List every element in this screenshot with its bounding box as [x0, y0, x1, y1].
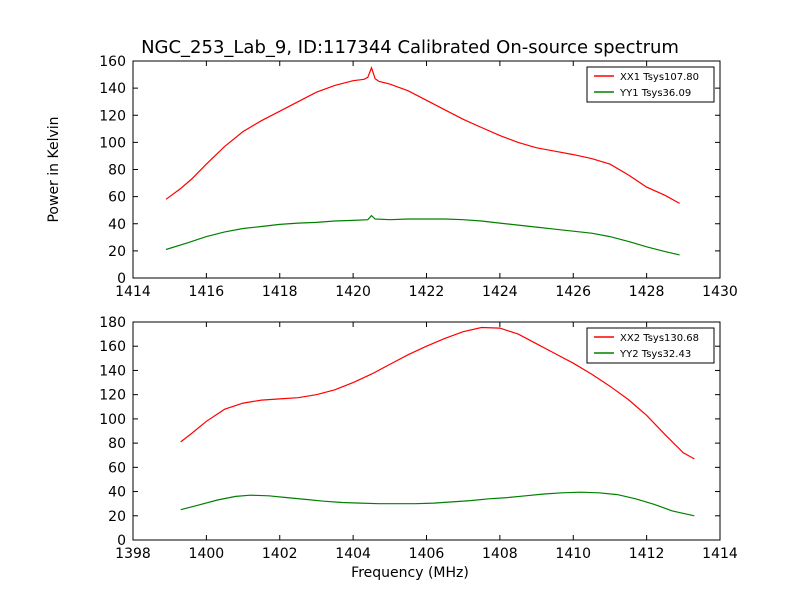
y-tick-label: 140 [99, 363, 126, 379]
x-tick-label: 1414 [702, 546, 738, 562]
x-tick-label: 1414 [115, 284, 151, 300]
series-line-2-2 [180, 491, 695, 517]
legend-box [586, 66, 715, 103]
y-tick-label: 60 [108, 190, 126, 206]
y-tick-label: 100 [99, 412, 126, 428]
y-tick-label: 40 [108, 485, 126, 501]
y-tick-label: 80 [108, 436, 126, 452]
x-tick-label: 1410 [555, 546, 591, 562]
y-tick-label: 0 [117, 533, 126, 549]
series-line-1-2 [165, 214, 680, 256]
chart-panel-2: 1398 1400 1402 1404 1406 1408 1410 1412 1414 0 20 4… [99, 315, 738, 562]
legend-entry: YY2 Tsys32.43 [619, 349, 691, 360]
x-tick-label: 1412 [629, 546, 665, 562]
x-tick-label: 1416 [189, 284, 225, 300]
y-axis-label: Power in Kelvin [46, 116, 62, 222]
x-tick-label: 1430 [702, 284, 738, 300]
x-tick-label: 1402 [262, 546, 298, 562]
x-tick-label: 1424 [482, 284, 518, 300]
x-tick-label: 1420 [335, 284, 371, 300]
y-tick-label: 160 [99, 339, 126, 355]
x-tick-label: 1404 [335, 546, 371, 562]
legend-entry: XX1 Tsys107.80 [620, 72, 699, 83]
y-tick-label: 180 [99, 315, 126, 331]
y-tick-label: 80 [108, 163, 126, 179]
y-tick-label: 20 [108, 244, 126, 260]
y-tick-label: 100 [99, 135, 126, 151]
legend-box [586, 327, 715, 364]
x-tick-label: 1422 [409, 284, 445, 300]
x-tick-label: 1418 [262, 284, 298, 300]
y-tick-label: 0 [117, 271, 126, 287]
y-tick-label: 40 [108, 217, 126, 233]
legend-1: XX1 Tsys107.80 YY1 Tsys36.09 [586, 66, 715, 103]
x-axis-label: Frequency (MHz) [351, 565, 469, 581]
x-tick-label: 1408 [482, 546, 518, 562]
y-tick-label: 120 [99, 108, 126, 124]
y-tick-label: 120 [99, 388, 126, 404]
y-tick-label: 140 [99, 81, 126, 97]
x-tick-label: 1406 [409, 546, 445, 562]
x-tick-label: 1426 [555, 284, 591, 300]
series-line-2-1 [180, 326, 695, 460]
y-tick-label: 60 [108, 460, 126, 476]
legend-2: XX2 Tsys130.68 YY2 Tsys32.43 [586, 327, 715, 364]
y-tick-label: 160 [99, 54, 126, 70]
x-tick-label: 1398 [115, 546, 151, 562]
x-tick-label: 1400 [189, 546, 225, 562]
legend-entry: YY1 Tsys36.09 [619, 88, 691, 99]
chart-panels: 1414 1416 1418 1420 1422 1424 1426 1428 1430 0 20 4… [46, 54, 738, 562]
x-tick-label: 1428 [629, 284, 665, 300]
series-line-1-1 [165, 66, 680, 204]
y-tick-label: 20 [108, 509, 126, 525]
figure-title: NGC_253_Lab_9, ID:117344 Calibrated On-s… [141, 37, 679, 58]
chart-panel-1: 1414 1416 1418 1420 1422 1424 1426 1428 1430 0 20 4… [46, 54, 738, 300]
legend-entry: XX2 Tsys130.68 [620, 333, 699, 344]
